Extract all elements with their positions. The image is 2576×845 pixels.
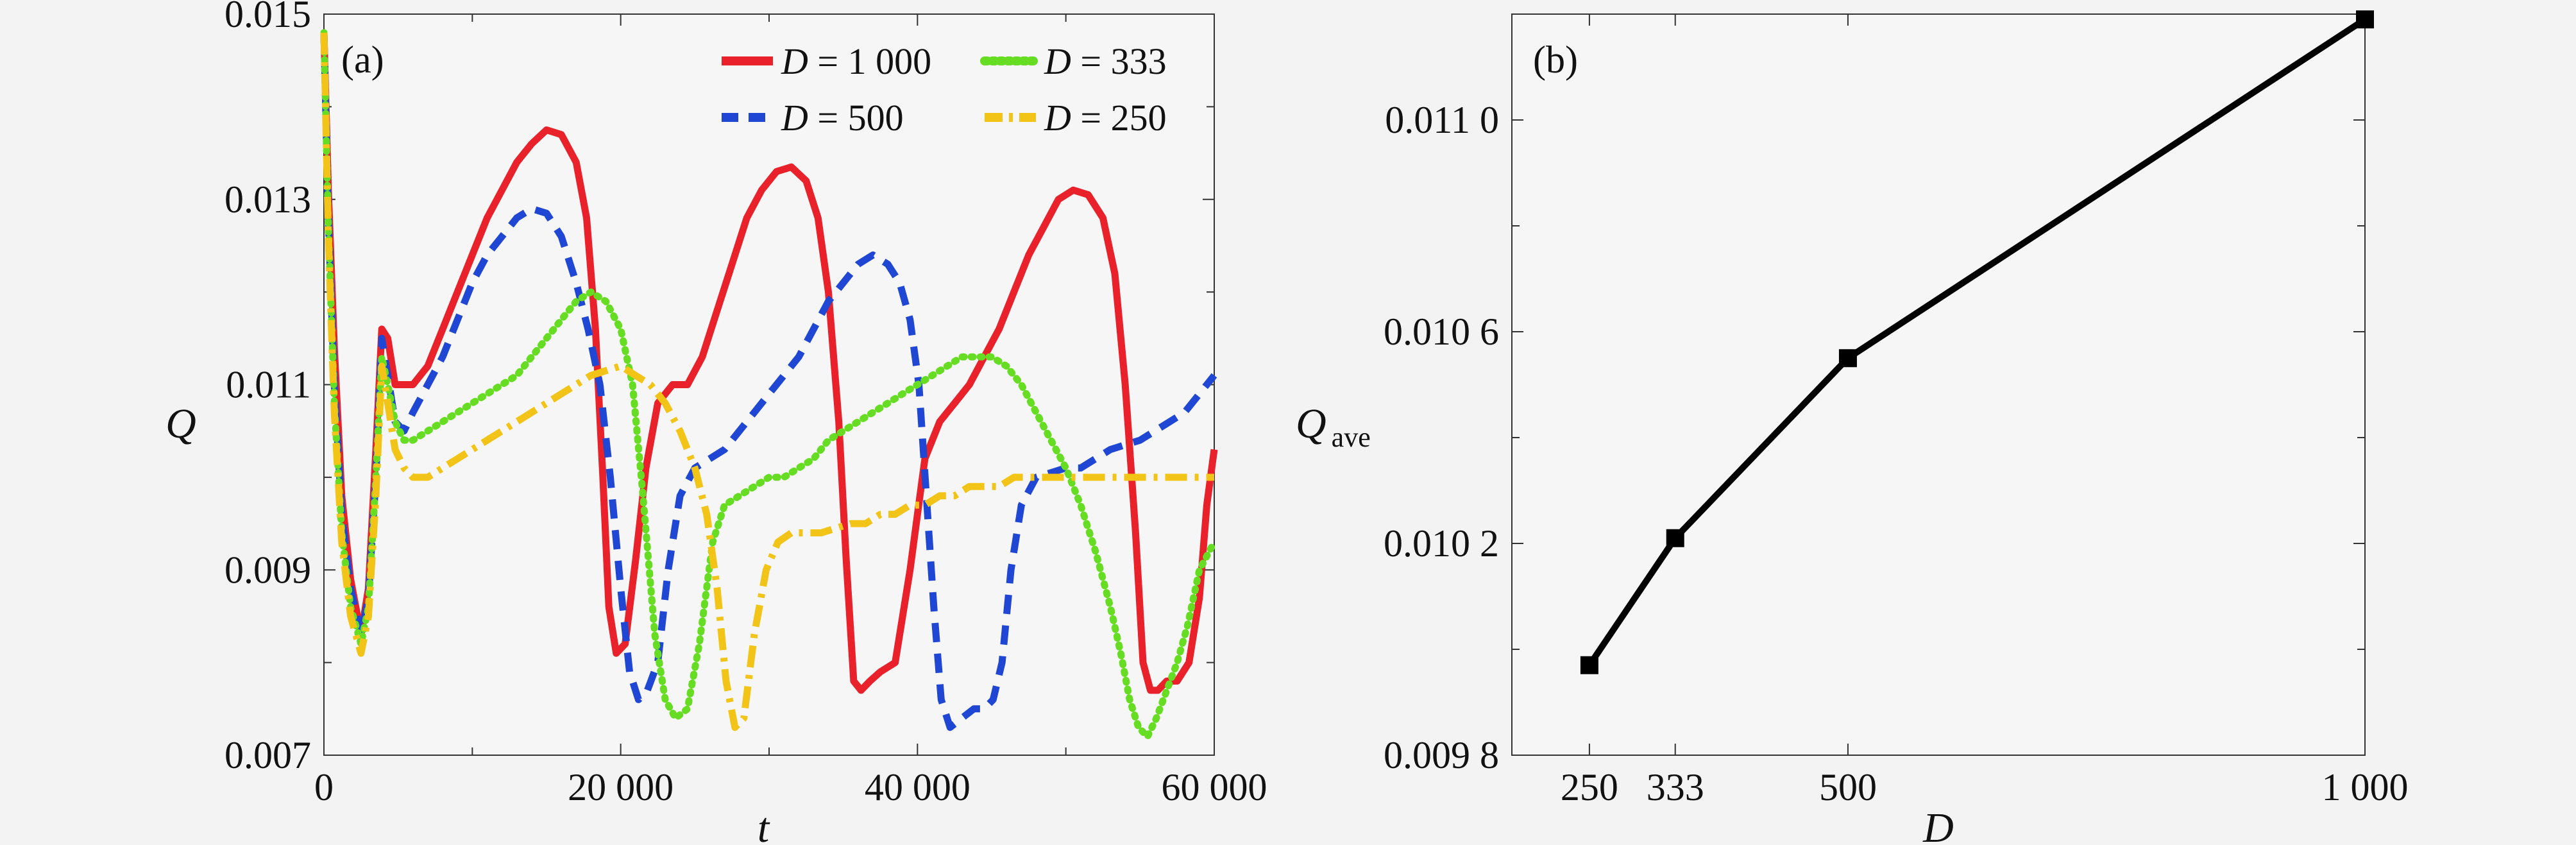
a-panel-label: (a) [341,38,384,81]
x-tick-label: 1 000 [2322,766,2409,808]
a-axis-ticks: 0 20 000 40 000 60 000 0.007 0.009 0.011 0.013 0… [225,0,1267,808]
series-line-a-2 [320,29,1218,740]
y-tick-label: 0.010 6 [1384,311,1499,353]
a-series-group [320,29,1218,740]
x-tick-label: 40 000 [865,766,970,808]
legend-label-d333: D = 333 [1044,40,1167,82]
y-tick-label: 0.009 8 [1384,734,1499,776]
b-ylabel-main: Q [1296,400,1326,447]
data-point-marker [1580,656,1598,674]
legend-label-d250: D = 250 [1044,97,1167,139]
series-line-a-3 [320,32,1214,731]
y-tick-label: 0.011 0 [1385,99,1499,141]
data-point-marker [2356,10,2374,29]
y-tick-label: 0.007 [225,734,311,776]
panel-a: 0 20 000 40 000 60 000 0.007 0.009 0.011 0.013 0… [165,0,1267,845]
b-xlabel: D [1922,805,1954,845]
legend-label-d500: D = 500 [781,97,904,139]
plot-a-frame [323,13,1215,756]
x-tick-label: 333 [1647,766,1704,808]
plot-b-frame [1511,13,2366,756]
series-line-a-1 [320,32,1217,731]
data-point-marker [1666,529,1684,547]
a-xlabel: t [758,805,770,845]
y-tick-label: 0.013 [225,178,311,221]
y-tick-label: 0.009 [225,549,311,591]
y-tick-label: 0.011 [226,364,311,406]
a-ylabel: Q [165,400,196,447]
y-tick-label: 0.015 [225,0,311,35]
panel-b: 250 333 500 1 000 0.009 8 0.010 2 0.010 6 0.011… [1296,10,2409,845]
b-series-group [1580,10,2374,674]
a-legend: D = 1 000 D = 333 D = 500 D = 250 [722,40,1167,139]
b-ylabel-sub: ave [1332,422,1371,453]
b-panel-label: (b) [1533,38,1578,81]
x-tick-label: 250 [1561,766,1618,808]
x-tick-label: 20 000 [568,766,674,808]
x-tick-label: 500 [1819,766,1877,808]
series-line-a-0 [320,32,1218,694]
data-point-marker [1838,349,1857,368]
series-line-b-0 [1586,17,2367,667]
b-axis-ticks: 250 333 500 1 000 0.009 8 0.010 2 0.010 6 0.011… [1384,13,2409,808]
x-tick-label: 0 [314,766,334,808]
x-tick-label: 60 000 [1162,766,1267,808]
y-tick-label: 0.010 2 [1384,522,1499,565]
legend-label-d1000: D = 1 000 [781,40,931,82]
